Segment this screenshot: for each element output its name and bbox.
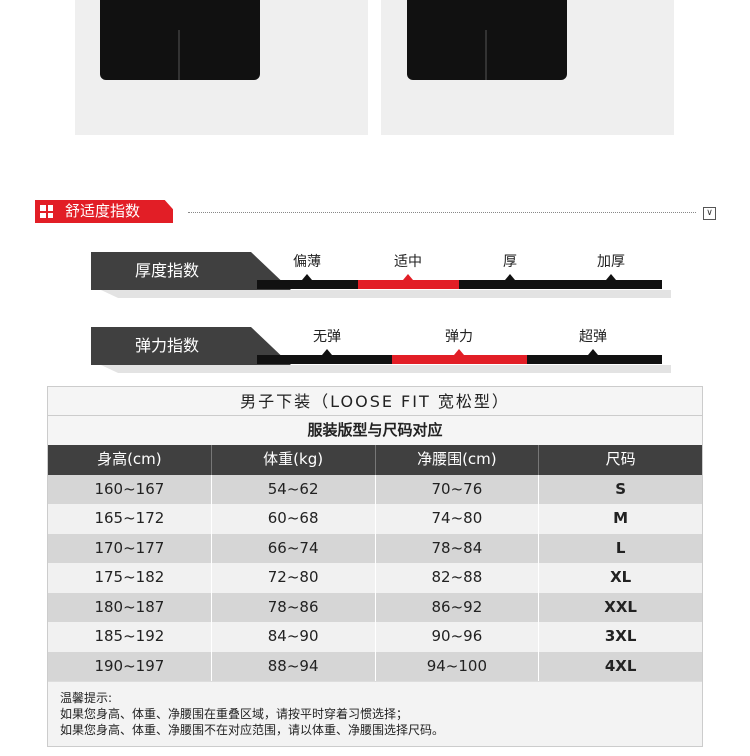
column-header: 尺码 <box>605 450 636 468</box>
note-line: 如果您身高、体重、净腰围在重叠区域，请按平时穿着习惯选择； <box>60 707 409 721</box>
grid-icon <box>40 205 53 218</box>
table-row: 160~167 54~62 70~76 S <box>48 474 702 504</box>
shorts-shape <box>407 0 567 80</box>
column-header: 净腰围(cm) <box>376 445 540 475</box>
table-cell: 185~192 <box>48 622 212 652</box>
level-marker-selected <box>454 349 464 355</box>
table-row: 190~197 88~94 94~100 4XL <box>48 651 702 681</box>
level-label: 加厚 <box>597 254 625 270</box>
elasticity-label: 弹力指数 <box>91 327 291 365</box>
elasticity-index: 弹力指数 <box>91 327 671 373</box>
level-label: 无弹 <box>313 329 341 345</box>
table-cell: L <box>615 538 626 557</box>
product-image-front <box>75 0 368 135</box>
table-cell: 175~182 <box>48 563 212 593</box>
table-row: 165~172 60~68 74~80 M <box>48 504 702 534</box>
size-chart: 男子下装（LOOSE FIT 宽松型） 服装版型与尺码对应 身高(cm) 体重(… <box>47 386 703 747</box>
selected-segment <box>358 280 459 289</box>
level-label: 超弹 <box>579 329 607 345</box>
table-cell: 160~167 <box>48 474 212 504</box>
table-cell: 190~197 <box>48 651 212 681</box>
table-cell: 4XL <box>604 656 637 675</box>
section-title-text: 舒适度指数 <box>65 202 141 220</box>
table-cell: 88~94 <box>212 651 376 681</box>
level-marker <box>505 274 515 280</box>
table-cell: 70~76 <box>376 474 540 504</box>
table-cell: 94~100 <box>376 651 540 681</box>
table-subtitle: 服装版型与尺码对应 <box>48 416 702 445</box>
table-cell: 165~172 <box>48 504 212 534</box>
level-label: 适中 <box>394 254 422 270</box>
thickness-index: 厚度指数 <box>91 252 671 298</box>
table-cell: 66~74 <box>212 533 376 563</box>
table-cell: XL <box>610 568 632 586</box>
table-cell: 84~90 <box>212 622 376 652</box>
column-header: 体重(kg) <box>212 445 376 475</box>
level-marker <box>302 274 312 280</box>
level-marker <box>588 349 598 355</box>
note-line: 温馨提示: <box>60 691 113 705</box>
table-cell: XXL <box>604 597 637 616</box>
thickness-label: 厚度指数 <box>91 252 291 290</box>
shadow <box>101 365 671 373</box>
level-label: 弹力 <box>445 329 473 345</box>
table-row: 170~177 66~74 78~84 L <box>48 533 702 563</box>
table-cell: 78~84 <box>376 533 540 563</box>
table-cell: 90~96 <box>376 622 540 652</box>
divider <box>188 212 696 213</box>
level-marker-selected <box>403 274 413 280</box>
section-title: 舒适度指数 <box>35 200 173 223</box>
chevron-down-icon[interactable]: ∨ <box>703 207 716 220</box>
size-notes: 温馨提示: 如果您身高、体重、净腰围在重叠区域，请按平时穿着习惯选择； 如果您身… <box>48 681 702 746</box>
table-row: 175~182 72~80 82~88 XL <box>48 563 702 593</box>
elasticity-scale: 无弹 弹力 超弹 <box>257 329 662 364</box>
selected-segment <box>392 355 527 364</box>
column-header: 身高(cm) <box>48 445 212 475</box>
level-label: 偏薄 <box>293 254 321 270</box>
shorts-shape <box>100 0 260 80</box>
scale-bar <box>257 355 662 364</box>
table-cell: 86~92 <box>376 592 540 622</box>
shadow <box>101 290 671 298</box>
table-cell: 72~80 <box>212 563 376 593</box>
table-cell: 60~68 <box>212 504 376 534</box>
table-cell: 82~88 <box>376 563 540 593</box>
level-marker <box>322 349 332 355</box>
note-line: 如果您身高、体重、净腰围不在对应范围，请以体重、净腰围选择尺码。 <box>60 723 445 737</box>
table-header: 身高(cm) 体重(kg) 净腰围(cm) 尺码 <box>48 445 702 475</box>
table-cell: 78~86 <box>212 592 376 622</box>
table-cell: M <box>613 509 629 527</box>
table-cell: 74~80 <box>376 504 540 534</box>
table-title: 男子下装（LOOSE FIT 宽松型） <box>48 387 702 416</box>
table-cell: S <box>615 479 627 498</box>
thickness-scale: 偏薄 适中 厚 加厚 <box>257 254 662 289</box>
table-cell: 54~62 <box>212 474 376 504</box>
table-row: 185~192 84~90 90~96 3XL <box>48 622 702 652</box>
table-cell: 170~177 <box>48 533 212 563</box>
table-cell: 3XL <box>604 627 637 645</box>
table-row: 180~187 78~86 86~92 XXL <box>48 592 702 622</box>
level-label: 厚 <box>503 254 517 270</box>
product-image-back <box>381 0 674 135</box>
scale-bar <box>257 280 662 289</box>
table-cell: 180~187 <box>48 592 212 622</box>
level-marker <box>606 274 616 280</box>
